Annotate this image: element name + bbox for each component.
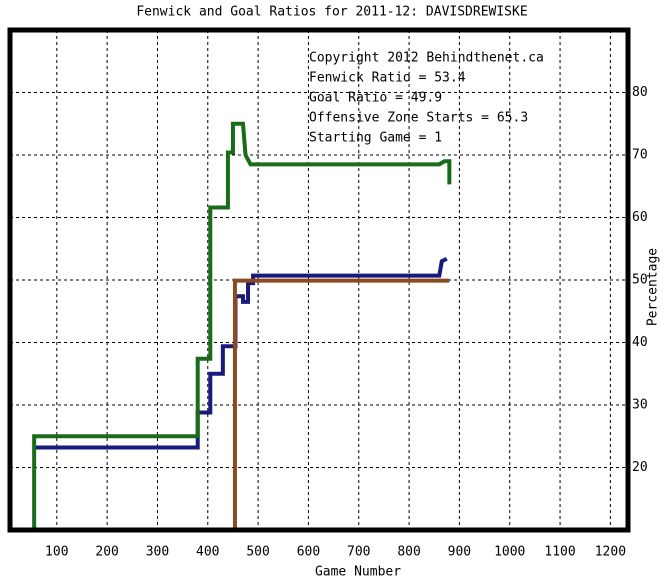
x-axis-label: Game Number xyxy=(315,565,401,580)
annotation: Starting Game = 1 xyxy=(309,131,442,146)
x-tick-label: 1000 xyxy=(494,545,525,560)
x-tick-label: 200 xyxy=(95,545,118,560)
x-tick-label: 300 xyxy=(146,545,169,560)
y-tick-label: 40 xyxy=(632,335,648,350)
x-tick-label: 900 xyxy=(448,545,471,560)
y-axis-label: Percentage xyxy=(646,248,661,326)
series-line xyxy=(34,256,448,450)
y-tick-label: 30 xyxy=(632,398,648,413)
chart-title: Fenwick and Goal Ratios for 2011-12: DAV… xyxy=(136,5,527,20)
y-tick-label: 50 xyxy=(632,273,648,288)
legend-entry: Offensive Zone Starts = 65.3 xyxy=(309,111,528,126)
x-tick-label: 400 xyxy=(196,545,219,560)
x-tick-label: 1200 xyxy=(595,545,626,560)
y-tick-label: 70 xyxy=(632,148,648,163)
legend-entry: Goal Ratio = 49.9 xyxy=(309,91,442,106)
y-tick-label: 60 xyxy=(632,210,648,225)
y-tick-label: 80 xyxy=(632,85,648,100)
x-tick-label: 100 xyxy=(45,545,68,560)
x-tick-label: 1100 xyxy=(544,545,575,560)
legend-entry: Fenwick Ratio = 53.4 xyxy=(309,71,466,86)
y-tick-label: 20 xyxy=(632,460,648,475)
series-line xyxy=(232,278,450,530)
series-line xyxy=(32,121,452,530)
plot-border xyxy=(7,27,631,533)
annotation: Copyright 2012 Behindthenet.ca xyxy=(309,51,544,66)
x-tick-label: 500 xyxy=(246,545,269,560)
x-tick-label: 600 xyxy=(297,545,320,560)
x-tick-label: 700 xyxy=(347,545,370,560)
x-tick-label: 800 xyxy=(397,545,420,560)
